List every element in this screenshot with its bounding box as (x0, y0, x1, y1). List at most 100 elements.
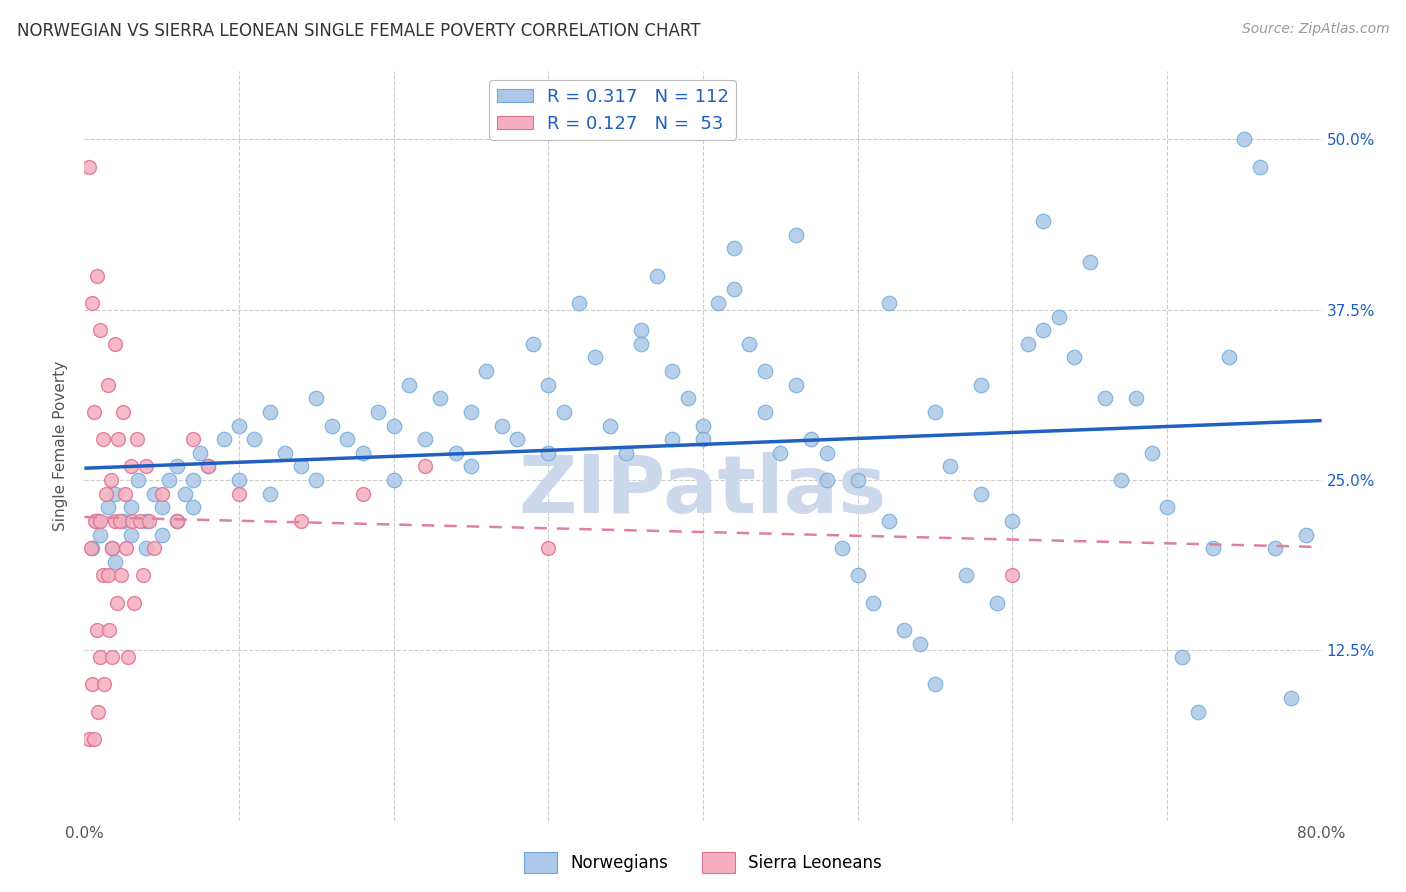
Point (583, 351, 606, 365)
Point (112, 405, 135, 419)
Point (1125, 392, 1147, 406)
Point (1063, 351, 1085, 365)
Point (692, 418, 714, 433)
Text: ZIPatlas: ZIPatlas (519, 452, 887, 530)
Point (82, 541, 104, 556)
Point (986, 596, 1008, 610)
Point (429, 392, 451, 406)
Point (259, 486, 281, 500)
Point (599, 418, 621, 433)
Point (150, 527, 173, 541)
Point (661, 364, 683, 378)
Point (506, 432, 529, 446)
Point (104, 514, 127, 528)
Point (924, 677, 946, 691)
Point (188, 446, 211, 460)
Point (166, 514, 188, 528)
Point (110, 568, 132, 582)
Point (785, 377, 807, 392)
Point (1017, 336, 1039, 351)
Point (815, 446, 838, 460)
Point (537, 541, 560, 556)
Point (259, 405, 281, 419)
Point (754, 405, 776, 419)
Point (135, 514, 157, 528)
Point (101, 650, 124, 665)
Point (143, 486, 166, 500)
Point (382, 418, 405, 433)
Point (91, 568, 114, 582)
Point (83, 731, 105, 746)
Point (86, 623, 108, 637)
Point (723, 242, 745, 256)
Point (122, 596, 145, 610)
Point (89, 323, 111, 337)
Point (132, 568, 155, 582)
Point (1094, 392, 1116, 406)
Point (166, 514, 188, 528)
Point (1249, 160, 1271, 174)
Point (228, 486, 250, 500)
Point (738, 336, 761, 351)
Point (150, 500, 173, 515)
Text: Source: ZipAtlas.com: Source: ZipAtlas.com (1241, 22, 1389, 37)
Point (159, 473, 180, 487)
Point (382, 473, 405, 487)
Point (93, 677, 115, 691)
Point (108, 514, 131, 528)
Point (197, 459, 219, 474)
Point (96, 568, 118, 582)
Point (96, 377, 118, 392)
Point (800, 432, 823, 446)
Point (970, 377, 993, 392)
Point (862, 596, 884, 610)
Point (460, 459, 482, 474)
Point (305, 392, 328, 406)
Point (77, 731, 100, 746)
Point (89, 650, 111, 665)
Point (1032, 323, 1054, 337)
Point (138, 514, 160, 528)
Point (692, 432, 714, 446)
Point (129, 514, 152, 528)
Point (444, 446, 467, 460)
Point (174, 486, 197, 500)
Point (197, 459, 219, 474)
Point (1140, 446, 1163, 460)
Point (1279, 691, 1302, 706)
Point (115, 541, 138, 556)
Point (1218, 351, 1240, 365)
Point (86, 268, 108, 283)
Point (1078, 255, 1101, 269)
Point (86, 514, 108, 528)
Point (112, 514, 135, 528)
Point (1001, 514, 1024, 528)
Y-axis label: Single Female Poverty: Single Female Poverty (53, 361, 69, 531)
Point (181, 473, 204, 487)
Point (1233, 132, 1256, 146)
Point (1295, 527, 1317, 541)
Point (1032, 214, 1054, 228)
Point (274, 446, 297, 460)
Point (150, 486, 173, 500)
Point (135, 459, 157, 474)
Point (1156, 500, 1178, 515)
Point (815, 473, 838, 487)
Point (79, 541, 101, 556)
Point (114, 486, 136, 500)
Point (121, 514, 143, 528)
Legend: Norwegians, Sierra Leoneans: Norwegians, Sierra Leoneans (517, 846, 889, 880)
Point (125, 432, 148, 446)
Point (321, 418, 343, 433)
Point (537, 377, 560, 392)
Point (107, 432, 129, 446)
Point (89, 514, 111, 528)
Point (166, 459, 188, 474)
Point (645, 268, 668, 283)
Point (77, 160, 100, 174)
Point (84, 514, 107, 528)
Point (1202, 541, 1225, 556)
Point (101, 541, 124, 556)
Point (661, 432, 683, 446)
Point (101, 541, 124, 556)
